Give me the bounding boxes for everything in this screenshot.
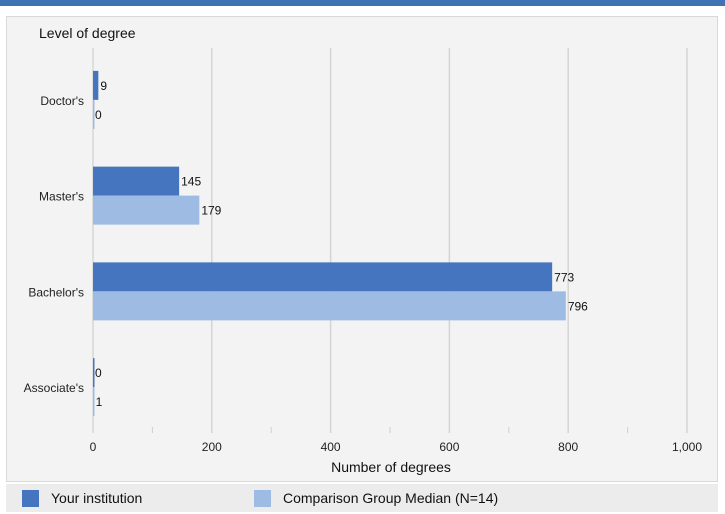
category-label: Associate's xyxy=(24,381,84,395)
data-label: 0 xyxy=(95,108,102,122)
legend-label-comparison-group: Comparison Group Median (N=14) xyxy=(283,490,499,506)
x-tick-label: 600 xyxy=(439,440,459,454)
data-label: 9 xyxy=(100,79,107,93)
legend-label-your-institution: Your institution xyxy=(51,490,143,506)
legend-swatch-comparison-group xyxy=(254,489,271,507)
legend-item-comparison-group: Comparison Group Median (N=14) xyxy=(254,484,498,512)
x-tick-label: 800 xyxy=(558,440,578,454)
x-tick-label: 1,000 xyxy=(672,440,702,454)
legend-item-your-institution: Your institution xyxy=(22,484,142,512)
labels: 0 200 400 600 800 1,000 Doctor's 9 0 Master's 145 1… xyxy=(24,79,703,454)
x-tick-label: 400 xyxy=(321,440,341,454)
bar-your-institution xyxy=(93,262,553,292)
legend: Your institution Comparison Group Median… xyxy=(6,484,718,512)
bar-your-institution xyxy=(93,358,95,388)
bar-chart: 0 200 400 600 800 1,000 Doctor's 9 0 Master's 145 1… xyxy=(24,25,703,475)
data-label: 1 xyxy=(96,395,103,409)
category-label: Master's xyxy=(39,190,84,204)
data-label: 145 xyxy=(181,175,201,189)
x-axis-title: Number of degrees xyxy=(331,459,451,475)
data-label: 773 xyxy=(554,270,574,284)
data-label: 179 xyxy=(201,204,221,218)
bar-your-institution xyxy=(93,166,180,196)
bars xyxy=(93,70,566,417)
grid-lines xyxy=(92,48,688,433)
bar-comparison-group xyxy=(93,99,95,129)
bar-comparison-group xyxy=(93,195,200,225)
legend-swatch-your-institution xyxy=(22,489,39,507)
top-accent-bar xyxy=(0,0,725,6)
data-label: 796 xyxy=(568,299,588,313)
data-label: 0 xyxy=(95,366,102,380)
category-label: Doctor's xyxy=(40,94,84,108)
chart-frame xyxy=(6,16,718,482)
bar-comparison-group xyxy=(93,387,95,417)
category-label: Bachelor's xyxy=(28,285,84,299)
x-tick-label: 200 xyxy=(202,440,222,454)
bar-comparison-group xyxy=(93,291,566,321)
chart-title: Level of degree xyxy=(39,25,136,41)
bar-your-institution xyxy=(93,70,99,100)
x-tick-label: 0 xyxy=(90,440,97,454)
